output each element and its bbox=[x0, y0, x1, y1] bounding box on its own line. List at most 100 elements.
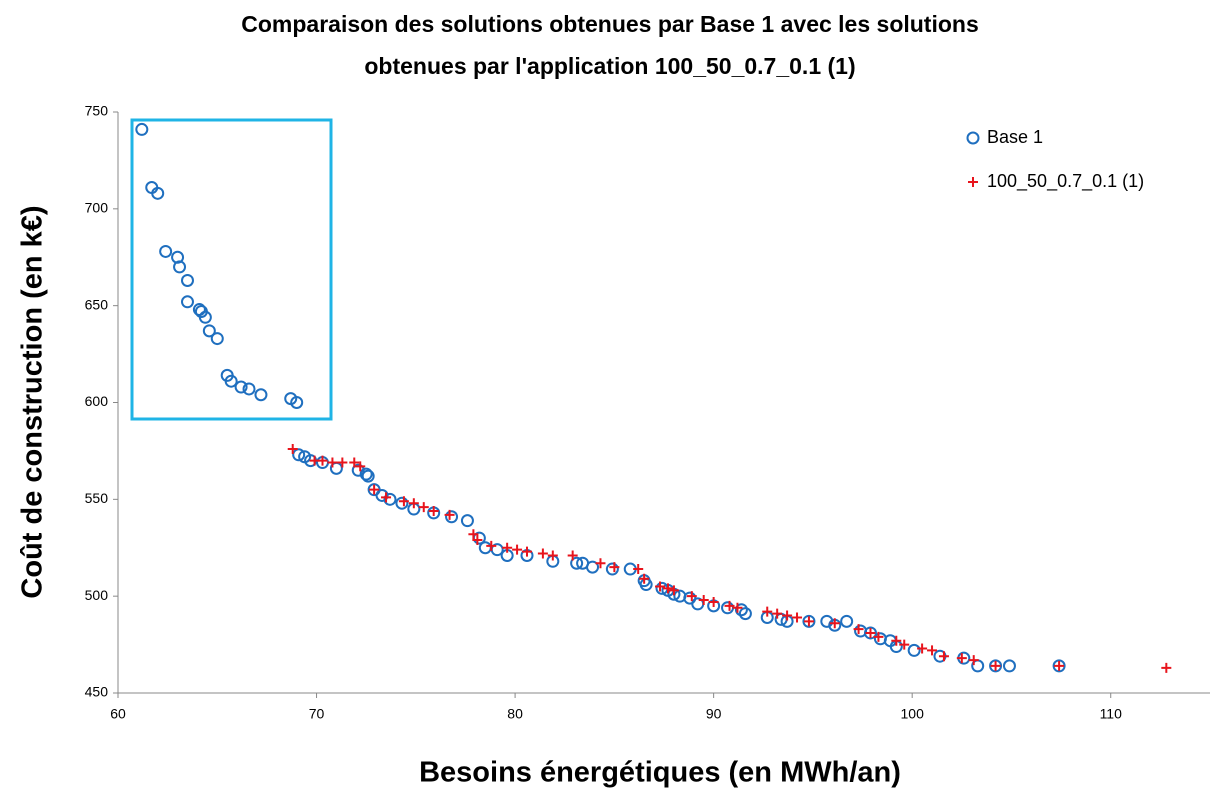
plus-point bbox=[287, 443, 298, 454]
circle-point bbox=[210, 332, 224, 346]
circle-point bbox=[445, 510, 459, 524]
chart-title: Comparaison des solutions obtenues par B… bbox=[241, 11, 979, 37]
circle-point bbox=[242, 382, 256, 396]
highlight-box bbox=[130, 118, 333, 421]
plus-point bbox=[355, 461, 366, 472]
plus-point bbox=[829, 618, 840, 629]
plus-point bbox=[698, 595, 709, 606]
plus-point bbox=[938, 651, 949, 662]
circle-point bbox=[224, 374, 238, 388]
circle-point bbox=[460, 514, 474, 528]
plus-point bbox=[486, 540, 497, 551]
circle-point bbox=[290, 396, 304, 409]
plus-point bbox=[381, 492, 392, 503]
circle-point bbox=[907, 643, 921, 657]
y-tick-label: 750 bbox=[85, 103, 109, 119]
plus-point bbox=[609, 562, 620, 573]
circle-point bbox=[570, 556, 584, 570]
plus-point bbox=[686, 591, 697, 602]
plus-point bbox=[317, 455, 328, 466]
plus-point bbox=[668, 585, 679, 596]
plus-point bbox=[708, 596, 719, 607]
plus-point bbox=[803, 616, 814, 627]
circle-point bbox=[840, 614, 854, 628]
plus-point bbox=[639, 573, 650, 584]
legend-marker bbox=[966, 131, 980, 145]
circle-point bbox=[586, 560, 600, 574]
plus-point bbox=[547, 550, 558, 561]
y-tick-label: 700 bbox=[85, 200, 109, 216]
circle-point bbox=[173, 260, 187, 274]
plus-point bbox=[1161, 662, 1172, 673]
circle-point bbox=[234, 380, 248, 394]
circle-point bbox=[254, 388, 268, 402]
plus-point bbox=[724, 600, 735, 611]
plus-point bbox=[1054, 660, 1065, 671]
plus-point bbox=[732, 602, 743, 613]
chart-title: obtenues par l'application 100_50_0.7_0.… bbox=[364, 53, 855, 79]
x-tick-label: 110 bbox=[1100, 706, 1123, 722]
plus-point bbox=[853, 624, 864, 635]
plus-point bbox=[398, 496, 409, 507]
circle-point bbox=[383, 492, 397, 506]
circle-point bbox=[180, 295, 194, 309]
circle-point bbox=[202, 324, 216, 338]
plus-point bbox=[792, 612, 803, 623]
circle-point bbox=[395, 496, 409, 510]
circle-point bbox=[639, 578, 653, 592]
y-tick-label: 650 bbox=[85, 296, 109, 312]
x-tick-label: 80 bbox=[507, 706, 523, 722]
circle-point bbox=[1052, 659, 1066, 673]
plus-point bbox=[990, 660, 1001, 671]
y-tick-label: 550 bbox=[85, 490, 109, 506]
circle-point bbox=[734, 603, 748, 617]
y-tick-label: 500 bbox=[85, 587, 109, 603]
plus-point bbox=[899, 639, 910, 650]
legend-marker bbox=[968, 177, 978, 187]
plus-point bbox=[369, 484, 380, 495]
plus-point bbox=[472, 535, 483, 546]
plus-point bbox=[917, 643, 928, 654]
x-tick-label: 90 bbox=[706, 706, 722, 722]
plus-point bbox=[873, 631, 884, 642]
legend-label: 100_50_0.7_0.1 (1) bbox=[987, 171, 1144, 192]
x-axis-label: Besoins énergétiques (en MWh/an) bbox=[419, 757, 901, 789]
circle-point bbox=[989, 659, 1003, 673]
x-tick-label: 100 bbox=[901, 706, 925, 722]
circle-point bbox=[361, 469, 375, 483]
plus-point bbox=[428, 505, 439, 516]
plus-point bbox=[444, 509, 455, 520]
y-tick-label: 450 bbox=[85, 684, 109, 700]
circle-point bbox=[605, 562, 619, 576]
y-axis-label: Coût de construction (en k€) bbox=[17, 205, 49, 598]
plus-point bbox=[891, 635, 902, 646]
x-tick-label: 60 bbox=[110, 706, 126, 722]
plus-point bbox=[502, 542, 513, 553]
circle-point bbox=[738, 607, 752, 621]
plus-point bbox=[522, 546, 533, 557]
circle-point bbox=[292, 448, 306, 462]
circle-point bbox=[159, 244, 173, 258]
circle-point bbox=[1002, 659, 1016, 673]
circle-point bbox=[135, 122, 149, 136]
circle-point bbox=[478, 541, 492, 555]
circle-point bbox=[721, 601, 735, 615]
y-tick-label: 600 bbox=[85, 393, 109, 409]
plus-point bbox=[349, 457, 360, 468]
plus-point bbox=[633, 564, 644, 575]
plus-point bbox=[408, 498, 419, 509]
plus-point bbox=[337, 457, 348, 468]
plus-point bbox=[782, 610, 793, 621]
circle-point bbox=[180, 273, 194, 287]
plus-point bbox=[512, 544, 523, 555]
plus-point bbox=[567, 550, 578, 561]
x-tick-label: 70 bbox=[309, 706, 325, 722]
plus-point bbox=[662, 583, 673, 594]
plus-point bbox=[418, 502, 429, 513]
plus-point bbox=[927, 645, 938, 656]
plus-point bbox=[468, 529, 479, 540]
circle-point bbox=[863, 626, 877, 640]
plus-point bbox=[327, 457, 338, 468]
circle-point bbox=[151, 186, 165, 200]
